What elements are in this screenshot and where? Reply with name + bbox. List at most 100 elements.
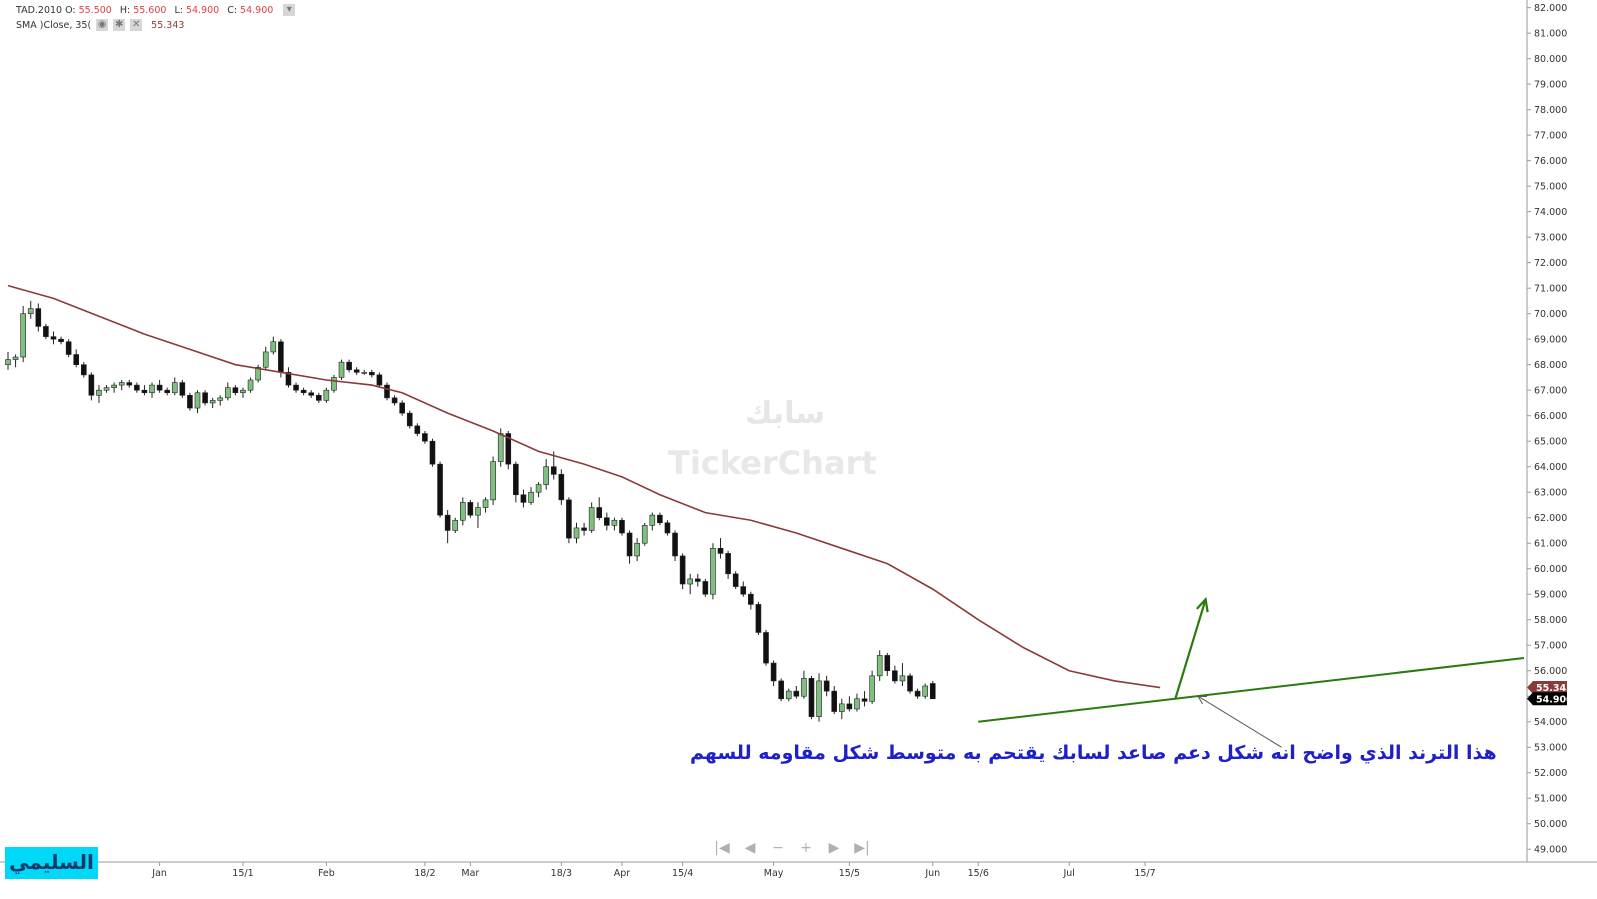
candle-up (854, 698, 860, 710)
candle-down (626, 532, 633, 557)
candle-down (884, 655, 891, 672)
y-tick-label: 77.000 (1534, 131, 1567, 142)
candle-up (899, 675, 906, 682)
candle-up (535, 484, 542, 493)
candle-down (892, 670, 898, 682)
candle-down (823, 680, 830, 692)
zoom-in-button[interactable]: + (800, 840, 812, 856)
x-tick-label: 15/7 (1134, 868, 1155, 879)
sma-label: SMA )Close, 35( (16, 19, 92, 31)
y-tick-label: 71.000 (1534, 284, 1567, 295)
candle-up (338, 361, 345, 378)
candle-down (202, 392, 208, 404)
candle-down (346, 361, 352, 371)
candle-down (808, 678, 815, 717)
y-tick-label: 60.000 (1534, 564, 1567, 575)
scroll-right-button[interactable]: ▶ (828, 840, 840, 856)
candle-up (5, 359, 11, 365)
sma-legend: SMA )Close, 35( ◉ ✱ ✕ 55.343 (16, 19, 187, 31)
candle-down (399, 402, 405, 414)
candle-up (103, 387, 110, 391)
menu-icon[interactable]: ▾ (283, 4, 296, 16)
y-tick-label: 69.000 (1534, 335, 1567, 346)
candle-down (763, 632, 769, 664)
candle-up (801, 678, 807, 697)
candle-up (240, 389, 246, 394)
candle-down (444, 514, 451, 531)
y-tick-label: 58.000 (1534, 615, 1567, 626)
candle-down (748, 593, 754, 605)
y-tick-label: 73.000 (1534, 233, 1567, 244)
high-label: H: (119, 4, 131, 16)
y-tick-label: 70.000 (1534, 309, 1567, 320)
y-tick-label: 63.000 (1534, 488, 1567, 499)
candle-down (73, 354, 80, 365)
y-tick-label: 74.000 (1534, 207, 1567, 218)
candle-down (755, 604, 762, 633)
candle-up (20, 313, 26, 358)
candle-up (452, 519, 459, 531)
x-tick-label: Jan (151, 868, 167, 879)
zoom-out-button[interactable]: − (772, 840, 784, 856)
candle-down (861, 698, 868, 702)
candle-down (406, 412, 413, 427)
candle-up (12, 356, 19, 360)
candle-down (156, 384, 163, 391)
candle-down (414, 425, 421, 434)
gear-icon[interactable]: ✱ (113, 19, 126, 31)
y-tick-label: 52.000 (1534, 768, 1567, 779)
candle-down (778, 680, 784, 700)
candle-down (35, 308, 42, 327)
candle-up (816, 680, 822, 717)
watermark-arabic: سابك (745, 396, 825, 431)
high-value: 55.600 (133, 4, 167, 16)
y-tick-label: 59.000 (1534, 590, 1567, 601)
candle-up (27, 308, 34, 314)
eye-icon[interactable]: ◉ (96, 19, 109, 31)
price-axis[interactable]: 49.00050.00051.00052.00053.00054.00055.0… (1527, 3, 1567, 856)
candle-down (664, 522, 671, 534)
candle-down (619, 519, 625, 534)
go-end-button[interactable]: ▶| (854, 840, 870, 856)
candle-up (255, 366, 261, 381)
author-signature: السليمي (5, 847, 98, 879)
candle-down (376, 374, 383, 386)
chart-navigation: |◀ ◀ − + ▶ ▶| (708, 840, 876, 856)
close-icon[interactable]: ✕ (130, 19, 143, 31)
y-tick-label: 76.000 (1534, 156, 1567, 167)
y-tick-label: 80.000 (1534, 54, 1567, 65)
x-tick-label: 15/4 (672, 868, 693, 879)
candle-down (50, 336, 57, 340)
close-value: 54.900 (240, 4, 274, 16)
y-tick-label: 65.000 (1534, 437, 1567, 448)
candle-up (528, 491, 534, 503)
candle-down (679, 555, 686, 585)
candle-down (315, 394, 322, 401)
candle-up (361, 372, 368, 374)
candle-up (149, 384, 155, 394)
candle-up (225, 387, 231, 399)
watermark-brand: TickerChart (668, 444, 877, 482)
candle-down (369, 372, 375, 376)
x-tick-label: Apr (614, 868, 631, 879)
candle-up (641, 525, 648, 544)
sma-price-tag: 55.343 (1536, 683, 1573, 694)
last-price-tag: 54.900 (1536, 694, 1573, 705)
scroll-left-button[interactable]: ◀ (744, 840, 756, 856)
go-start-button[interactable]: |◀ (714, 840, 730, 856)
time-axis[interactable]: Jan 15/1 Feb 18/2 Mar 18/3 Apr 15/4 May 15/5 Jun 15… (151, 862, 1156, 879)
candle-down (604, 517, 610, 526)
ohlc-legend: TAD.2010 O: 55.500 H: 55.600 L: 54.900 C… (16, 4, 298, 16)
candle-up (323, 389, 330, 401)
candle-up (785, 690, 792, 700)
candle-down (596, 507, 603, 519)
candle-up (869, 675, 875, 702)
candle-up (247, 379, 254, 391)
candle-down (88, 374, 95, 396)
candle-down (732, 573, 739, 587)
candle-down (907, 675, 913, 692)
candle-down (694, 578, 701, 582)
breakout-arrow (1174, 598, 1207, 700)
candle-down (58, 338, 64, 343)
